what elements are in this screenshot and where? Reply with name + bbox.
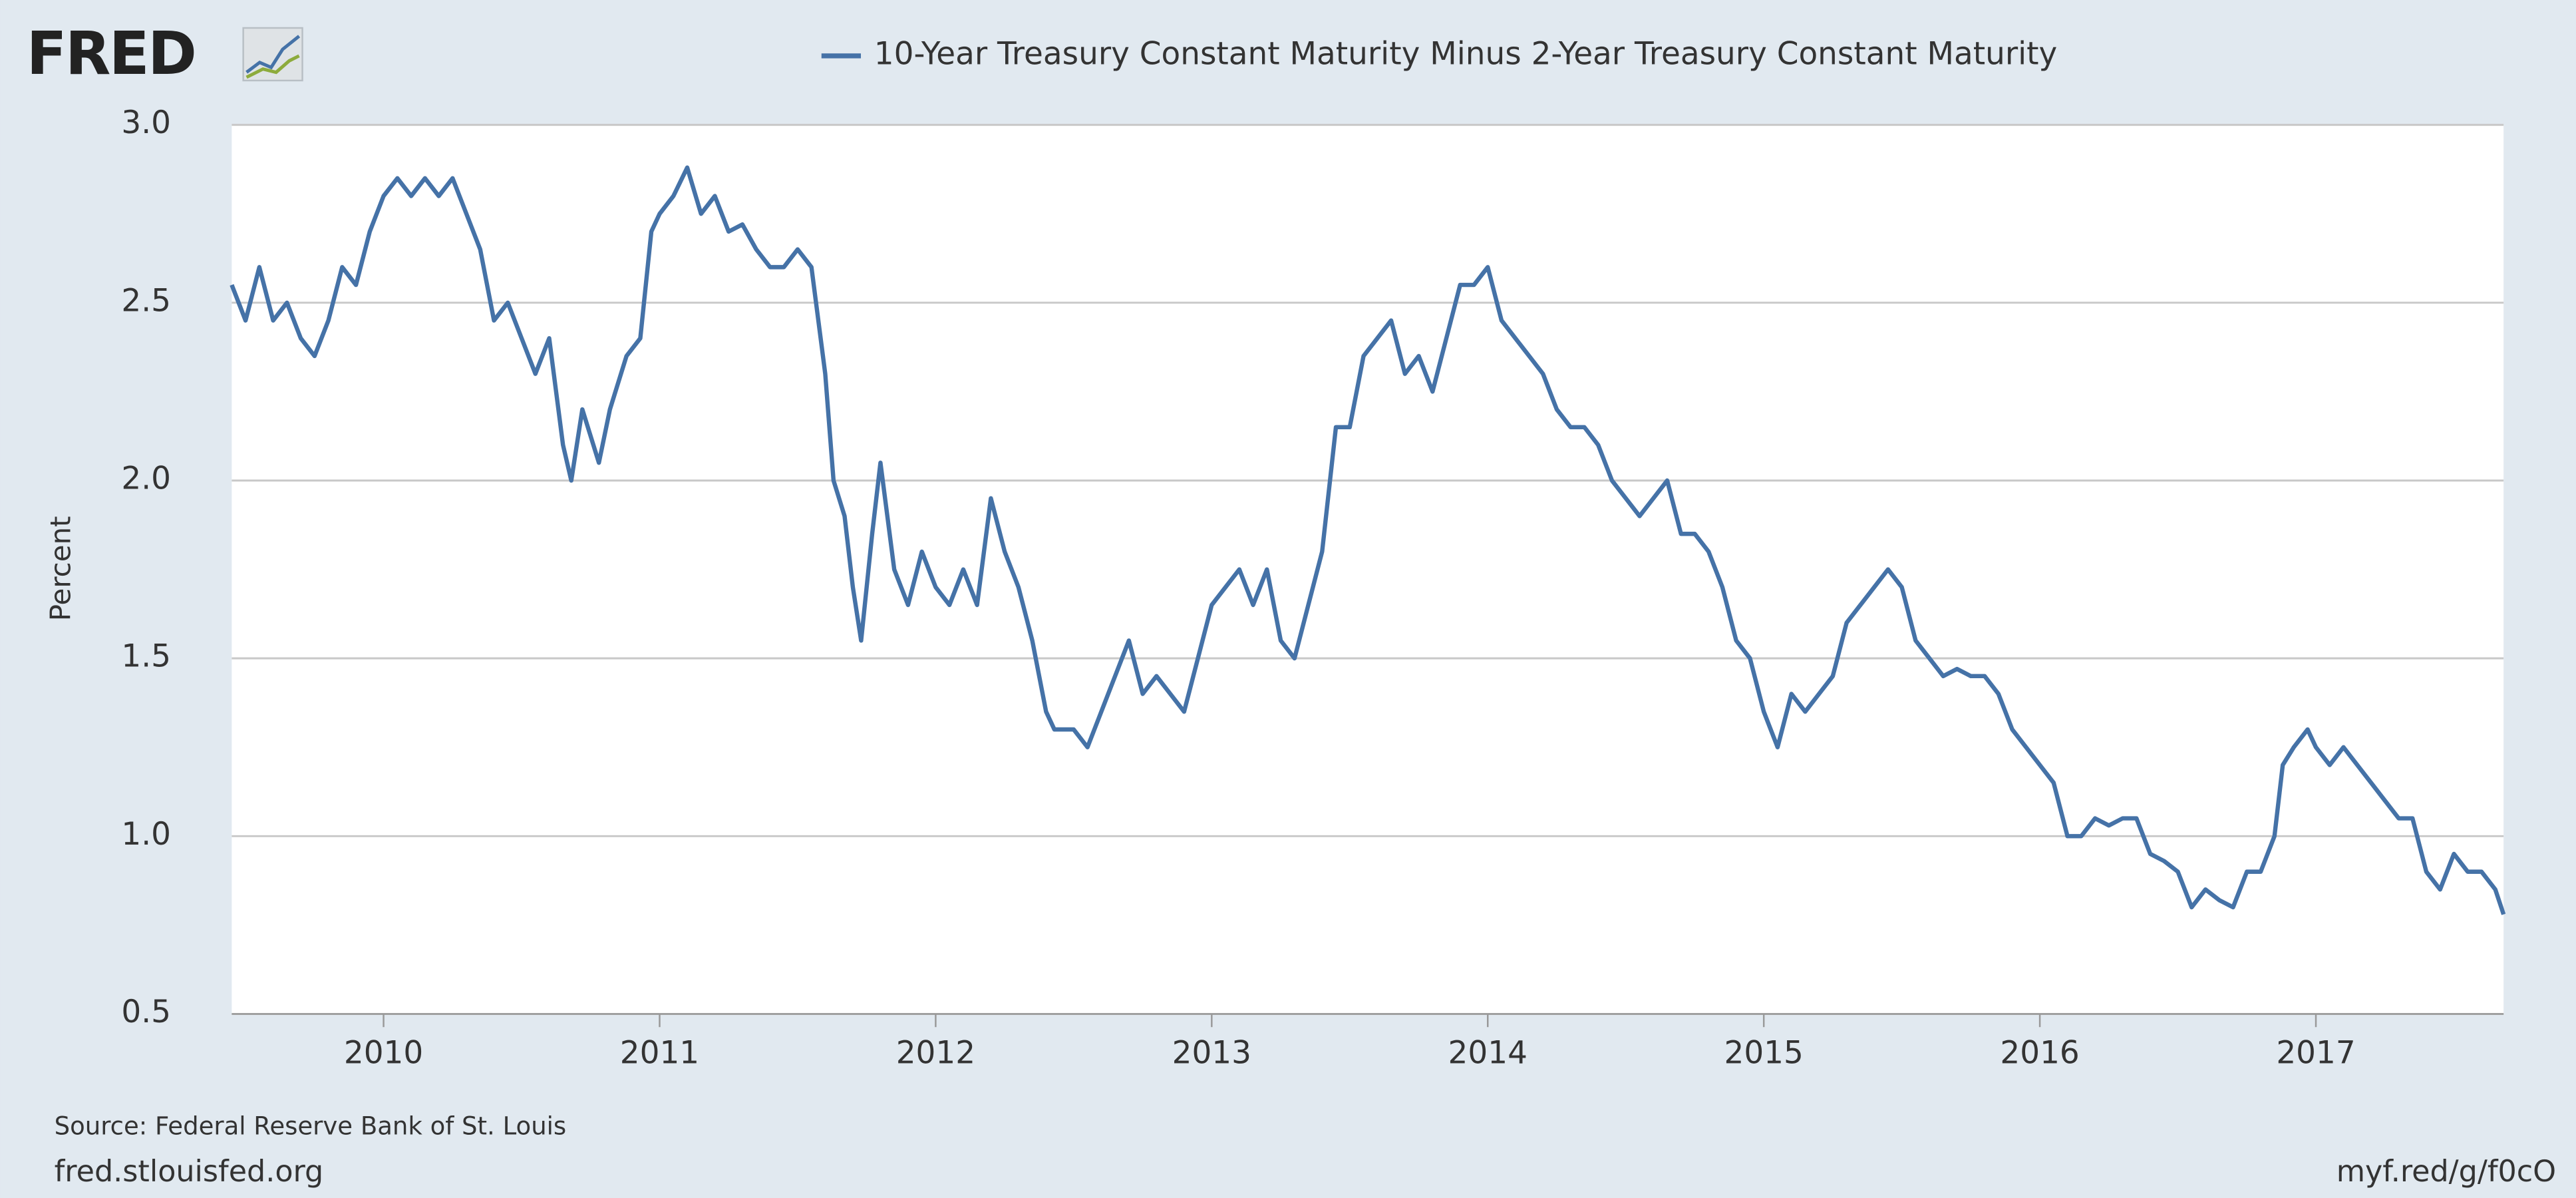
- x-tick-label: 2017: [2276, 1035, 2355, 1072]
- x-tick-label: 2016: [2000, 1035, 2079, 1072]
- y-tick-label: 1.0: [121, 816, 171, 853]
- y-tick-label: 3.0: [121, 104, 171, 141]
- logo-text: FRED: [27, 19, 196, 88]
- y-tick-label: 0.5: [121, 994, 171, 1030]
- y-tick-label: 2.5: [121, 282, 171, 319]
- logo-icon: [242, 27, 303, 82]
- y-tick-label: 1.5: [121, 638, 171, 675]
- y-axis-label: Percent: [45, 516, 77, 621]
- legend-label: 10-Year Treasury Constant Maturity Minus…: [874, 35, 2058, 72]
- x-tick-label: 2014: [1448, 1035, 1528, 1072]
- x-tick-label: 2015: [1724, 1035, 1803, 1072]
- x-tick-label: 2013: [1172, 1035, 1251, 1072]
- site: fred.stlouisfed.org: [55, 1155, 324, 1189]
- source: Source: Federal Reserve Bank of St. Loui…: [55, 1111, 567, 1140]
- plot-area: [232, 124, 2504, 1014]
- x-tick-label: 2011: [620, 1035, 699, 1072]
- series-line: [230, 165, 2506, 915]
- short-url: myf.red/g/f0cO: [2336, 1155, 2556, 1189]
- y-tick-label: 2.0: [121, 460, 171, 497]
- x-tick-label: 2012: [896, 1035, 975, 1072]
- x-tick-label: 2010: [344, 1035, 423, 1072]
